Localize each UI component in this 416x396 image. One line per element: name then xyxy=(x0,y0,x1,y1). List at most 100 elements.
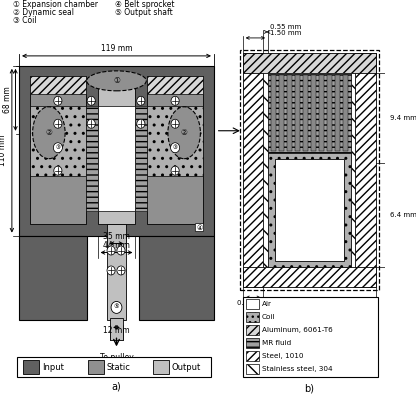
Text: 6.4 mm: 6.4 mm xyxy=(390,212,416,218)
Bar xyxy=(243,53,376,73)
Text: Input: Input xyxy=(42,363,64,372)
Text: 68 mm: 68 mm xyxy=(3,86,12,113)
Text: ③: ③ xyxy=(173,145,178,150)
Bar xyxy=(147,76,203,94)
Circle shape xyxy=(54,96,62,105)
Circle shape xyxy=(171,119,179,128)
Text: 9.4 mm: 9.4 mm xyxy=(390,115,416,121)
Text: b): b) xyxy=(305,383,314,393)
Text: 1.50 mm: 1.50 mm xyxy=(270,30,301,36)
Bar xyxy=(275,159,344,261)
Bar xyxy=(30,76,86,224)
Bar xyxy=(272,75,276,151)
Bar xyxy=(335,75,339,151)
Circle shape xyxy=(117,266,125,275)
Text: 0.55 mm: 0.55 mm xyxy=(270,24,301,30)
Bar xyxy=(243,297,378,377)
Bar xyxy=(19,236,87,320)
Bar xyxy=(268,153,351,267)
Text: Static: Static xyxy=(106,363,131,372)
Bar xyxy=(303,75,308,151)
Circle shape xyxy=(87,96,95,105)
Bar xyxy=(351,73,356,267)
Bar xyxy=(30,76,86,94)
Bar xyxy=(246,326,259,335)
Bar xyxy=(287,75,292,151)
Text: 44 mm: 44 mm xyxy=(103,240,130,249)
Bar xyxy=(136,106,147,211)
Text: MR fluid: MR fluid xyxy=(262,340,291,346)
Text: ② Dynamic seal: ② Dynamic seal xyxy=(13,8,74,17)
Bar xyxy=(240,50,379,290)
Text: ③ Coil: ③ Coil xyxy=(13,16,37,25)
Bar xyxy=(343,75,347,151)
Bar xyxy=(246,364,259,374)
Text: Output: Output xyxy=(171,363,201,372)
Text: 12 mm: 12 mm xyxy=(103,326,130,335)
Text: ①: ① xyxy=(113,76,120,85)
Bar xyxy=(280,75,284,151)
Bar xyxy=(153,360,169,374)
Bar xyxy=(311,75,316,151)
Bar xyxy=(268,73,351,153)
Bar xyxy=(19,66,214,236)
Text: ③: ③ xyxy=(55,145,60,150)
Bar xyxy=(319,75,324,151)
Circle shape xyxy=(137,96,145,105)
Text: 35 mm: 35 mm xyxy=(103,232,130,240)
Text: 9.7 mm: 9.7 mm xyxy=(296,308,323,314)
Text: ②: ② xyxy=(45,128,52,137)
Text: 110 mm: 110 mm xyxy=(0,135,7,166)
Text: ④ Belt sprocket: ④ Belt sprocket xyxy=(115,0,174,9)
Circle shape xyxy=(111,301,122,313)
Bar xyxy=(86,106,98,211)
Bar xyxy=(98,106,136,211)
Bar xyxy=(246,351,259,361)
Bar xyxy=(30,106,86,176)
Bar xyxy=(243,267,376,287)
Ellipse shape xyxy=(168,107,201,159)
Circle shape xyxy=(171,143,180,153)
Ellipse shape xyxy=(87,71,146,91)
Text: Aluminum, 6061-T6: Aluminum, 6061-T6 xyxy=(262,327,332,333)
Text: ① Expansion chamber: ① Expansion chamber xyxy=(13,0,98,9)
Bar xyxy=(246,299,259,309)
Circle shape xyxy=(107,246,115,255)
Bar xyxy=(147,76,203,224)
Circle shape xyxy=(137,119,145,128)
Text: ⑤ Output shaft: ⑤ Output shaft xyxy=(115,8,173,17)
Circle shape xyxy=(54,166,62,175)
Text: Coil: Coil xyxy=(262,314,275,320)
Circle shape xyxy=(117,246,125,255)
Bar xyxy=(23,360,39,374)
Text: a): a) xyxy=(111,381,121,391)
Text: Stainless steel, 304: Stainless steel, 304 xyxy=(262,366,332,372)
Circle shape xyxy=(87,119,95,128)
Text: To pulley: To pulley xyxy=(99,353,134,362)
Text: ④: ④ xyxy=(196,225,203,230)
Circle shape xyxy=(107,266,115,275)
Text: 0.20 mm: 0.20 mm xyxy=(238,301,269,307)
Ellipse shape xyxy=(32,107,65,159)
Bar xyxy=(246,338,259,348)
Circle shape xyxy=(54,143,62,152)
Bar xyxy=(243,53,263,287)
Bar xyxy=(110,318,123,340)
Text: Air: Air xyxy=(262,301,272,307)
Circle shape xyxy=(54,119,62,128)
Circle shape xyxy=(171,166,179,175)
Bar xyxy=(295,75,300,151)
Bar xyxy=(263,73,268,267)
Bar xyxy=(246,312,259,322)
Text: ⑤: ⑤ xyxy=(114,305,119,309)
Text: 119 mm: 119 mm xyxy=(101,44,132,53)
Circle shape xyxy=(171,96,179,105)
Bar xyxy=(327,75,332,151)
Bar xyxy=(88,360,104,374)
Bar xyxy=(356,53,376,287)
Bar xyxy=(17,357,211,377)
Bar xyxy=(106,224,126,320)
Text: Steel, 1010: Steel, 1010 xyxy=(262,353,303,359)
Bar xyxy=(98,76,136,224)
Text: ②: ② xyxy=(181,128,188,137)
